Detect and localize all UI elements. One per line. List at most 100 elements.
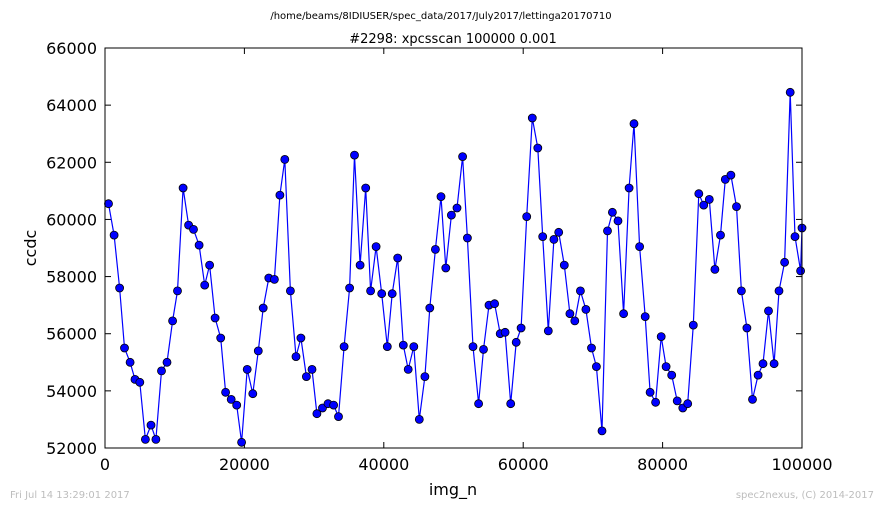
data-point [296, 333, 306, 343]
data-point [216, 333, 226, 343]
data-point [742, 323, 752, 333]
footer-credit: spec2nexus, (C) 2014-2017 [736, 490, 874, 501]
data-point [125, 357, 135, 367]
data-point [226, 394, 236, 404]
data-point [350, 150, 359, 160]
data-point [468, 342, 478, 352]
data-point [200, 280, 210, 290]
data-point [769, 359, 779, 369]
data-point [790, 232, 800, 242]
data-point [291, 352, 301, 362]
y-tick-label: 54000 [46, 382, 97, 401]
data-point [430, 244, 440, 254]
data-point [672, 396, 682, 406]
data-point [581, 304, 591, 314]
data-point [694, 189, 704, 199]
data-point [651, 397, 660, 407]
data-point [462, 233, 472, 243]
data-point [173, 286, 182, 296]
data-point [774, 286, 784, 296]
data-point [120, 343, 129, 353]
data-point [570, 316, 580, 326]
data-point [576, 286, 585, 296]
data-point [506, 399, 516, 409]
data-point [345, 283, 355, 293]
data-point [603, 226, 612, 236]
data-point [656, 332, 666, 342]
data-point [538, 232, 548, 242]
data-point [140, 434, 150, 444]
data-point [748, 394, 757, 404]
data-point [645, 387, 655, 397]
data-point [377, 289, 387, 299]
data-point [732, 202, 741, 212]
data-point [307, 364, 317, 374]
data-point [726, 170, 736, 180]
data-point [151, 434, 161, 444]
data-point [387, 289, 397, 299]
data-point [441, 263, 451, 273]
data-point [758, 359, 768, 369]
x-tick-label: 20000 [219, 455, 270, 474]
data-point [436, 192, 446, 202]
x-tick-label: 80000 [637, 455, 688, 474]
data-point [624, 183, 634, 193]
data-point [796, 266, 805, 276]
data-point [780, 257, 789, 267]
data-point [522, 212, 532, 222]
data-point [549, 234, 559, 244]
data-point [613, 216, 623, 226]
data-point [452, 203, 462, 213]
y-tick-label: 60000 [46, 210, 97, 229]
data-point [661, 362, 671, 372]
data-point [565, 309, 575, 319]
data-point [683, 399, 693, 409]
data-point [592, 362, 601, 372]
y-axis: 52000 54000 56000 58000 60000 62000 64000 66000 [46, 39, 802, 458]
data-point [753, 370, 763, 380]
data-point [597, 426, 607, 436]
data-point [178, 183, 188, 193]
y-tick-label: 56000 [46, 325, 97, 344]
data-point [414, 414, 424, 424]
data-point [205, 260, 215, 270]
data-point [285, 286, 295, 296]
data-point [269, 274, 279, 284]
data-point [608, 207, 617, 217]
data-point [157, 366, 166, 376]
data-point [764, 306, 773, 316]
data-point [104, 199, 113, 209]
data-point [312, 409, 322, 419]
data-point [420, 372, 430, 382]
data-point [135, 377, 145, 387]
data-point [737, 286, 746, 296]
x-axis: 0 20000 40000 60000 80000 100000 [100, 48, 833, 474]
data-point [710, 264, 720, 274]
x-tick-label: 100000 [771, 455, 832, 474]
data-point [667, 370, 677, 380]
y-tick-label: 58000 [46, 268, 97, 287]
plot-frame [104, 47, 803, 449]
data-point [688, 320, 698, 330]
data-point [258, 303, 268, 313]
data-point [109, 230, 119, 240]
y-tick-label: 52000 [46, 439, 97, 458]
data-point [398, 340, 408, 350]
data-point [248, 389, 258, 399]
data-point [355, 260, 365, 270]
data-point [527, 113, 537, 123]
y-axis-label: ccdc [21, 230, 40, 267]
data-point [162, 357, 172, 367]
data-point [425, 303, 435, 313]
data-point [635, 242, 644, 252]
data-point [458, 152, 468, 162]
data-point [237, 437, 247, 447]
data-point [382, 342, 392, 352]
data-point [371, 242, 381, 252]
footer-timestamp: Fri Jul 14 13:29:01 2017 [10, 490, 130, 501]
data-point [559, 260, 569, 270]
data-point [301, 372, 311, 382]
data-point [490, 299, 500, 309]
series-layer [104, 87, 807, 447]
